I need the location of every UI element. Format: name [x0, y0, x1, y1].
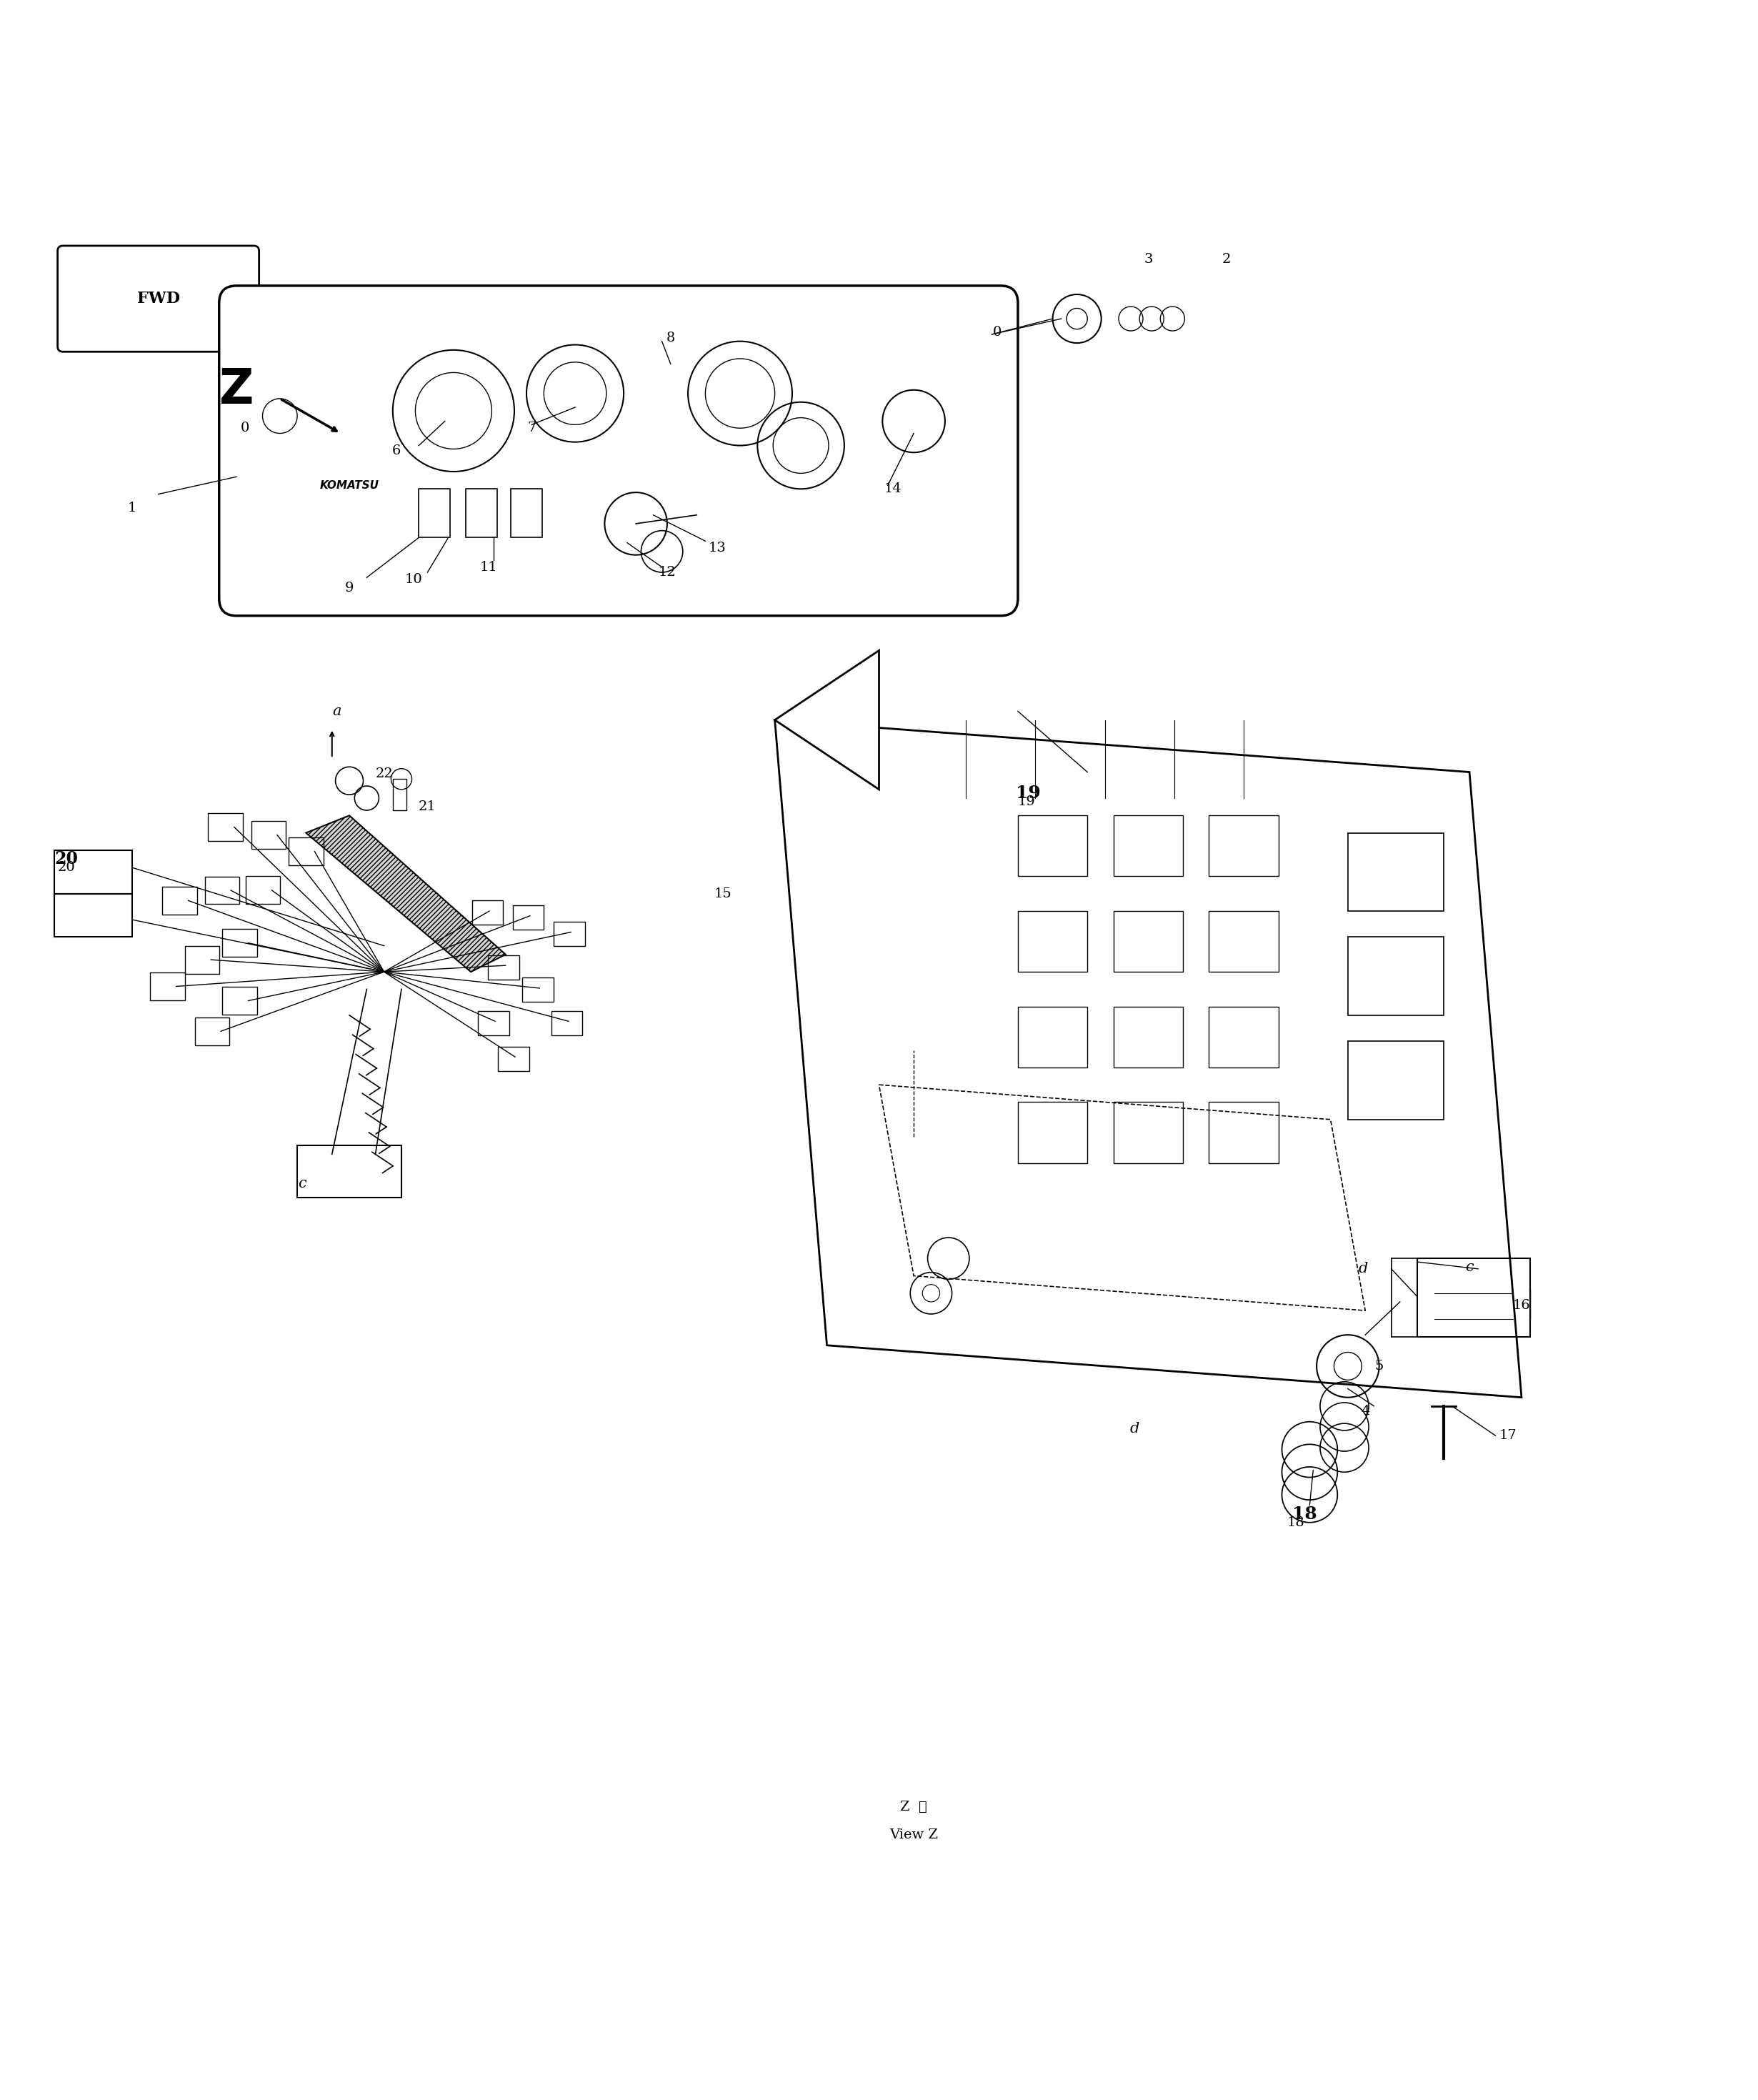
Text: FWD: FWD [137, 292, 179, 307]
Text: 10: 10 [404, 573, 422, 586]
Bar [498, 1046, 529, 1071]
Text: 19: 19 [1016, 783, 1041, 802]
Text: 21: 21 [418, 800, 436, 813]
Text: 20: 20 [54, 850, 77, 867]
Bar [1018, 815, 1088, 876]
Bar [185, 945, 220, 974]
FancyBboxPatch shape [220, 286, 1018, 615]
Bar [204, 876, 239, 905]
Text: 18: 18 [1287, 1516, 1304, 1529]
Text: KOMATSU: KOMATSU [320, 481, 380, 491]
Bar [162, 886, 197, 914]
Bar [1348, 1042, 1443, 1119]
Bar [1018, 1006, 1088, 1067]
Text: 3: 3 [1144, 254, 1153, 267]
Bar [1210, 1006, 1278, 1067]
Bar [1210, 1102, 1278, 1163]
Text: c: c [1464, 1260, 1473, 1275]
Text: 20: 20 [58, 861, 76, 874]
Bar [297, 1144, 401, 1197]
Bar [522, 979, 554, 1002]
Bar [1113, 1102, 1183, 1163]
Bar [512, 489, 541, 538]
Text: 11: 11 [480, 561, 498, 573]
Bar [251, 821, 287, 848]
Bar [1210, 911, 1278, 972]
Bar [1113, 911, 1183, 972]
Bar [207, 813, 243, 840]
Bar [1113, 815, 1183, 876]
Bar [246, 876, 280, 905]
Text: 14: 14 [884, 483, 902, 496]
Bar [1348, 834, 1443, 911]
Text: Z: Z [220, 365, 253, 414]
Bar [1018, 1102, 1088, 1163]
Text: 19: 19 [1018, 796, 1035, 808]
Bar [149, 972, 185, 1000]
Bar [222, 987, 257, 1014]
Bar [418, 489, 450, 538]
Bar [552, 1010, 582, 1035]
Bar [489, 956, 519, 979]
Text: View Z: View Z [890, 1829, 939, 1842]
Text: 13: 13 [708, 542, 726, 554]
Bar [1113, 1006, 1183, 1067]
Text: Z  視: Z 視 [900, 1802, 926, 1814]
PathPatch shape [775, 651, 879, 790]
Bar [513, 905, 543, 930]
Bar [54, 895, 132, 937]
Text: 17: 17 [1500, 1430, 1517, 1443]
Text: 2: 2 [1222, 254, 1231, 267]
Bar [288, 838, 323, 865]
Bar [195, 1016, 230, 1046]
Text: 12: 12 [657, 565, 677, 580]
Text: 6: 6 [392, 445, 401, 458]
PathPatch shape [306, 815, 506, 972]
Text: c: c [299, 1176, 306, 1191]
Bar [478, 1010, 510, 1035]
PathPatch shape [775, 720, 1521, 1396]
Text: d: d [1129, 1422, 1139, 1436]
Bar [1417, 1258, 1529, 1336]
Text: 4: 4 [1361, 1405, 1369, 1418]
Text: 8: 8 [666, 332, 675, 344]
Bar [554, 922, 585, 945]
Bar [1018, 911, 1088, 972]
Text: 22: 22 [374, 766, 394, 781]
Bar [1210, 815, 1278, 876]
Bar [1348, 937, 1443, 1014]
Bar [466, 489, 498, 538]
Text: a: a [332, 704, 341, 718]
Bar [222, 928, 257, 958]
Text: 5: 5 [1375, 1359, 1384, 1373]
Text: 16: 16 [1512, 1300, 1531, 1312]
Text: 1: 1 [128, 502, 137, 514]
Text: d: d [1359, 1262, 1368, 1275]
Bar [471, 901, 503, 924]
Text: 18: 18 [1292, 1506, 1317, 1522]
Text: 0: 0 [241, 422, 250, 435]
Text: 7: 7 [527, 422, 536, 435]
Bar [54, 850, 132, 895]
Text: 15: 15 [714, 886, 731, 901]
Text: 0: 0 [993, 326, 1002, 338]
Bar [392, 779, 406, 811]
Text: 9: 9 [345, 582, 353, 594]
